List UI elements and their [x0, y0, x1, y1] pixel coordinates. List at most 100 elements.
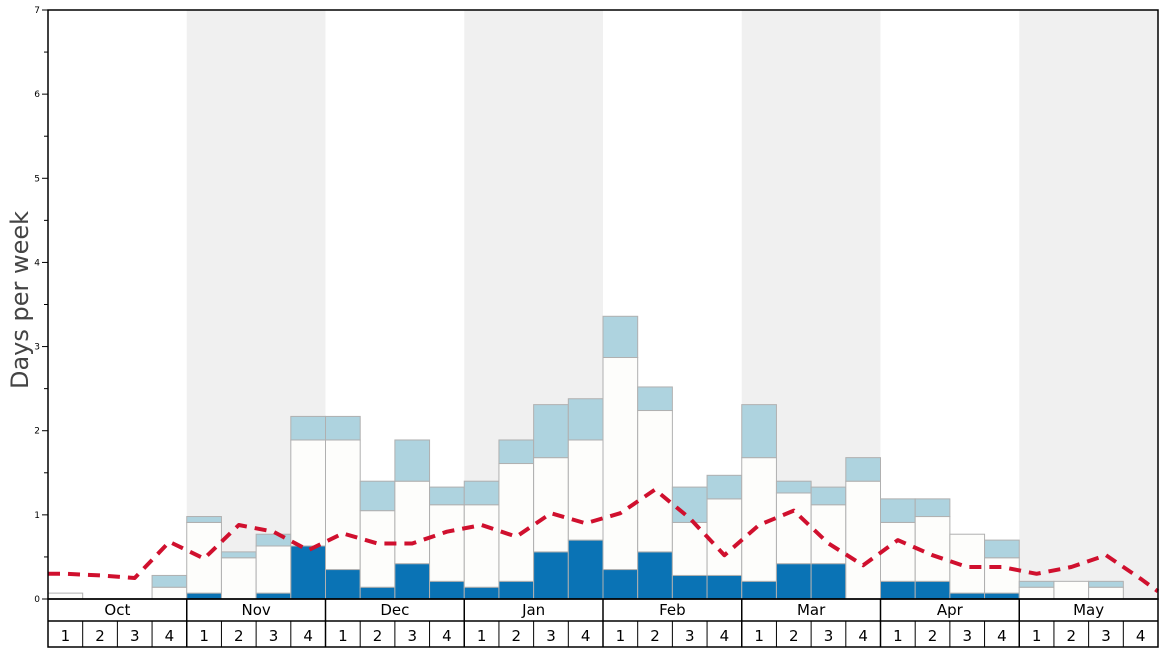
month-label-apr: Apr: [937, 601, 964, 619]
week-label: 3: [269, 627, 279, 645]
bar-light: [671, 486, 708, 523]
week-label: 4: [303, 627, 313, 645]
bar-white: [533, 457, 569, 553]
week-label: 4: [997, 627, 1007, 645]
month-label-nov: Nov: [241, 601, 270, 619]
bar-white: [1088, 586, 1124, 600]
y-tick-label: 2: [34, 427, 40, 437]
bar-white: [463, 504, 500, 588]
week-label: 3: [824, 627, 834, 645]
bar-white: [325, 439, 361, 571]
bar-light: [1018, 580, 1055, 588]
bar-dark: [463, 586, 500, 600]
bar-light: [914, 498, 951, 518]
bar-white: [220, 557, 257, 600]
week-label: 4: [858, 627, 868, 645]
bar-white: [359, 510, 396, 588]
bar-dark: [567, 539, 604, 600]
bar-dark: [325, 569, 361, 600]
week-label: 1: [1032, 627, 1042, 645]
week-label: 1: [893, 627, 903, 645]
week-label: 1: [616, 627, 626, 645]
bar-white: [637, 410, 673, 553]
bar-white: [845, 480, 881, 600]
week-label: 3: [685, 627, 695, 645]
y-tick-label: 5: [34, 174, 40, 184]
bar-light: [394, 439, 431, 482]
week-label: 3: [130, 627, 140, 645]
y-tick-label: 3: [34, 343, 40, 353]
bar-dark: [914, 580, 951, 600]
bar-white: [186, 521, 222, 594]
bar-light: [186, 516, 222, 523]
week-label: 2: [928, 627, 938, 645]
bar-white: [880, 521, 916, 582]
bar-dark: [984, 592, 1020, 600]
week-label: 4: [165, 627, 175, 645]
bar-light: [880, 498, 916, 523]
bar-dark: [394, 563, 431, 600]
bar-light: [290, 415, 326, 441]
month-label-oct: Oct: [104, 601, 130, 619]
week-label: 2: [234, 627, 244, 645]
bar-light: [220, 551, 257, 559]
bar-dark: [741, 580, 777, 600]
bar-dark: [810, 563, 847, 600]
week-label: 3: [546, 627, 556, 645]
bar-dark: [775, 563, 812, 600]
bar-white: [394, 480, 431, 565]
bar-light: [775, 480, 812, 494]
bar-dark: [602, 569, 639, 600]
bar-dark: [533, 551, 569, 600]
bar-white: [671, 521, 708, 576]
bar-white: [255, 545, 292, 594]
y-tick-label: 4: [34, 258, 40, 268]
bar-white: [567, 439, 604, 541]
bar-dark: [429, 580, 465, 600]
bar-light: [151, 574, 188, 588]
week-label: 1: [338, 627, 348, 645]
week-label: 2: [373, 627, 383, 645]
week-label: 4: [442, 627, 452, 645]
bar-light: [359, 480, 396, 512]
bar-dark: [671, 574, 708, 600]
week-label: 4: [1136, 627, 1146, 645]
bar-dark: [637, 551, 673, 600]
week-label: 2: [789, 627, 799, 645]
bar-light: [1088, 580, 1124, 588]
bar-light: [429, 486, 465, 506]
bar-dark: [186, 592, 222, 600]
week-label: 3: [1101, 627, 1111, 645]
bar-light: [706, 474, 743, 500]
month-label-feb: Feb: [659, 601, 686, 619]
week-label: 1: [754, 627, 764, 645]
bar-white: [602, 357, 639, 571]
week-label: 1: [61, 627, 71, 645]
bar-light: [533, 404, 569, 459]
bar-dark: [498, 580, 535, 600]
y-axis-label: Days per week: [6, 210, 34, 390]
bar-light: [741, 404, 777, 459]
bar-light: [984, 539, 1020, 559]
bar-light: [637, 386, 673, 412]
bar-light: [810, 486, 847, 506]
bar-light: [845, 457, 881, 482]
y-tick-label: 7: [34, 6, 40, 16]
week-label: 3: [407, 627, 417, 645]
bar-white: [290, 439, 326, 547]
bar-dark: [949, 592, 986, 600]
y-tick-label: 1: [34, 511, 40, 521]
month-band-may: [1019, 10, 1158, 599]
bar-light: [602, 315, 639, 359]
bar-white: [706, 498, 743, 576]
bar-white: [429, 504, 465, 582]
week-label: 2: [512, 627, 522, 645]
bar-dark: [706, 574, 743, 600]
bar-light: [463, 480, 500, 506]
week-label: 2: [650, 627, 660, 645]
bar-white: [1053, 580, 1090, 600]
bar-dark: [880, 580, 916, 600]
y-tick-label: 0: [34, 595, 40, 605]
